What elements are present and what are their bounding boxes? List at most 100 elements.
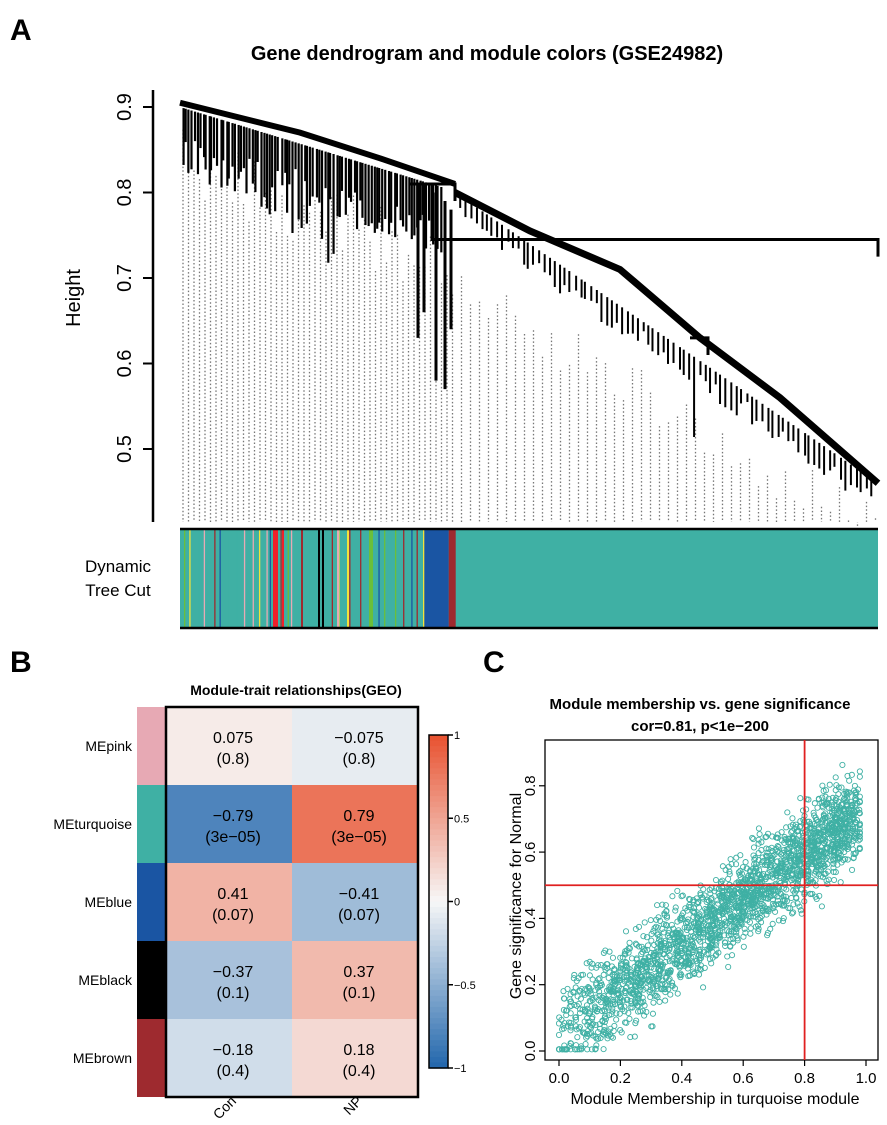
data-point	[775, 917, 782, 924]
data-point	[844, 772, 851, 779]
data-point	[616, 977, 623, 984]
data-point	[798, 886, 805, 893]
data-point	[571, 1001, 578, 1009]
data-point	[602, 1015, 609, 1023]
data-point	[609, 971, 616, 978]
cell-value: 0.37	[343, 964, 374, 981]
data-point	[675, 948, 682, 956]
heatmap-title: Module-trait relationships(GEO)	[190, 682, 402, 698]
data-point	[683, 926, 690, 934]
x-tick-label: 0.6	[733, 1070, 754, 1087]
data-point	[666, 952, 673, 959]
data-point	[705, 950, 712, 957]
data-point	[621, 950, 628, 957]
data-point	[805, 796, 812, 803]
data-point	[728, 861, 735, 868]
color-bar-stripe	[227, 529, 229, 628]
data-point	[601, 1023, 608, 1030]
data-point	[660, 968, 667, 975]
data-point	[586, 1030, 593, 1037]
y-tick-label: 0.0	[522, 1041, 539, 1062]
data-point	[726, 898, 733, 905]
data-point	[678, 945, 685, 952]
data-point	[690, 933, 697, 940]
data-point	[783, 898, 790, 905]
data-point	[844, 843, 852, 850]
data-point	[648, 973, 655, 980]
color-bar-stripe	[219, 529, 221, 628]
data-point	[822, 810, 829, 817]
data-point	[856, 845, 863, 852]
colorbar-step	[429, 968, 448, 975]
data-point	[709, 954, 716, 961]
data-point	[656, 962, 663, 969]
data-point	[814, 846, 821, 853]
colorbar-step	[429, 979, 448, 986]
data-point	[583, 1030, 591, 1037]
data-point	[856, 806, 863, 813]
data-point	[606, 948, 613, 955]
data-point	[722, 918, 729, 925]
color-bar-stripe	[290, 529, 293, 628]
data-point	[718, 895, 725, 902]
data-point	[657, 949, 664, 956]
data-point	[633, 967, 640, 974]
data-point	[580, 1029, 587, 1036]
data-point	[691, 909, 698, 916]
data-point	[706, 906, 713, 913]
data-point	[807, 891, 814, 898]
color-bar-stripe	[360, 529, 362, 628]
data-point	[734, 935, 741, 942]
data-point	[723, 891, 731, 898]
data-point	[674, 952, 681, 959]
data-point	[815, 826, 822, 833]
colorbar-tick-label: 1	[454, 730, 460, 742]
data-point	[836, 803, 843, 810]
data-point	[769, 874, 776, 881]
data-point	[586, 997, 593, 1004]
data-point	[727, 856, 734, 863]
data-point	[750, 869, 757, 876]
data-point	[764, 870, 771, 877]
data-point	[749, 834, 756, 841]
colorbar-step	[429, 907, 448, 914]
data-point	[637, 978, 645, 985]
data-point	[626, 1015, 633, 1022]
data-point	[685, 949, 692, 956]
data-point	[581, 991, 588, 998]
color-bar-stripe	[273, 529, 278, 628]
data-point	[737, 867, 744, 874]
data-point	[560, 988, 567, 995]
data-point	[627, 1034, 634, 1041]
data-point	[750, 913, 757, 920]
data-point	[766, 905, 773, 912]
color-bar-stripe	[287, 529, 289, 628]
data-point	[714, 897, 721, 904]
data-point	[683, 940, 690, 947]
data-point	[567, 1027, 574, 1034]
data-point	[831, 876, 838, 884]
row-label-mepink: MEpink	[85, 738, 133, 754]
data-point	[657, 917, 664, 924]
data-point	[830, 864, 837, 871]
data-point	[632, 1020, 639, 1027]
data-point	[719, 910, 726, 917]
data-point	[802, 851, 809, 858]
sub-merge-branch	[690, 336, 710, 355]
data-point	[667, 969, 674, 976]
data-point	[784, 809, 791, 816]
data-point	[787, 905, 794, 912]
data-point	[700, 929, 707, 936]
data-point	[735, 908, 743, 915]
color-bar-stripe	[184, 529, 186, 628]
data-point	[567, 1022, 574, 1029]
data-point	[586, 958, 593, 965]
data-point	[840, 830, 847, 837]
cell-value: 0.79	[343, 808, 374, 825]
data-point	[757, 902, 764, 909]
data-point	[784, 872, 791, 879]
data-point	[844, 820, 851, 827]
data-point	[662, 921, 669, 928]
data-point	[824, 831, 831, 838]
scatter-subtitle: cor=0.81, p<1e−200	[631, 718, 769, 735]
